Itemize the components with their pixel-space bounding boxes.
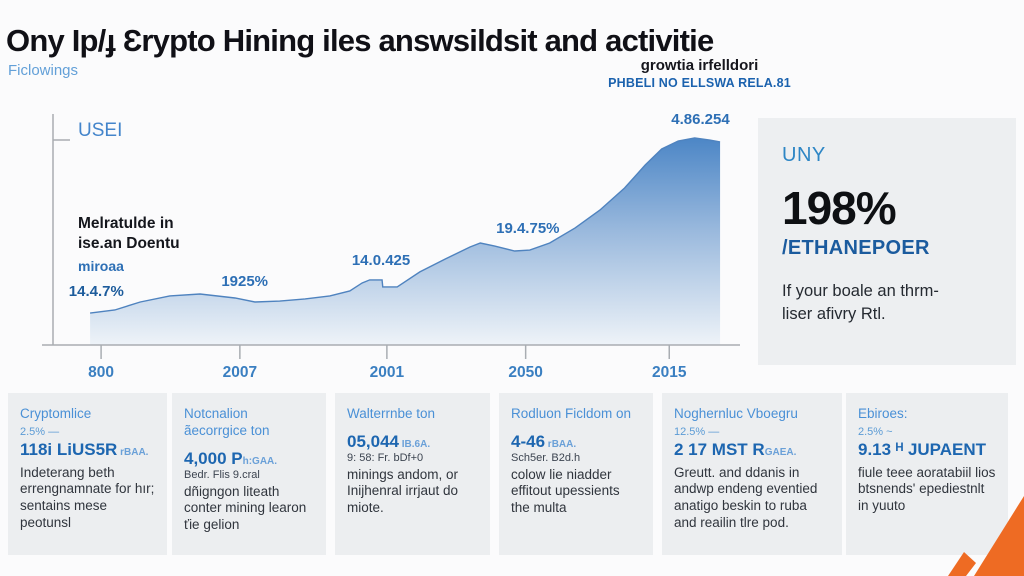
card-note <box>184 443 314 447</box>
data-point-label: 1925% <box>221 273 269 291</box>
card-header: Walterrnbe ton <box>347 406 436 421</box>
card-body: colow lie niadder effitout upessients th… <box>511 466 620 516</box>
info-card-4: Rodluon Ficldom on 4-46 rBAA. Sch5er. B2… <box>499 393 653 555</box>
card-header: Ebiroes: <box>858 406 908 421</box>
stat-panel-caption: /ETHANEPOER <box>782 237 930 259</box>
area-chart-canvas <box>42 114 740 359</box>
stat-panel-body: If your boale an thrm- liser afivry Rtl. <box>782 282 939 324</box>
card-body: minings andom, or Inijhenral irrjaut do … <box>347 466 459 516</box>
info-card-6: Ebiroes: 2.5% ~ 9.13 ᴴ JUPAENT fiule tee… <box>846 393 1008 555</box>
x-tick-label: 2007 <box>222 364 258 381</box>
info-card-3: Walterrnbe ton 05,044 IB.6A. 9: 58: Fr. … <box>335 393 490 555</box>
card-note: 12.5% — <box>674 425 720 438</box>
card-body: fiule teee aoratabiil lios btsnends' epe… <box>858 464 996 514</box>
x-tick-label: 2015 <box>651 364 687 381</box>
y-axis-label: USEI <box>78 120 123 141</box>
stat-panel-value: 198% <box>782 182 897 234</box>
chart-annotation: Melratulde in ise.an Doentu miroaa <box>78 214 180 275</box>
card-header: Rodluon Ficldom on <box>511 406 632 421</box>
x-tick-label: 2001 <box>369 364 405 381</box>
data-point-label: 14.0.425 <box>351 252 411 270</box>
card-stat: 4,000 Ph:GAA. <box>184 448 278 468</box>
info-card-2: Notcnalion ãecorrgice ton 4,000 Ph:GAA. … <box>172 393 326 555</box>
header-right-line1: growtia irfelldori <box>640 57 759 74</box>
chart-annotation-line3: miroaa <box>78 258 124 275</box>
card-note: 2.5% ~ <box>858 425 893 438</box>
card-stat: 05,044 IB.6A. <box>347 431 431 451</box>
info-card-1: Cryptomlice 2.5% — 118i LiUS5R rBAA. Ind… <box>8 393 167 555</box>
card-extra <box>858 460 996 462</box>
card-extra: Bedr. Flis 9.cral <box>184 468 260 481</box>
card-stat: 4-46 rBAA. <box>511 431 577 451</box>
card-header: Notcnalion ãecorrgice ton <box>184 406 270 438</box>
corner-arrow-icon <box>948 496 1024 576</box>
card-stat: 2 17 MST RGAEA. <box>674 439 797 459</box>
card-stat: 9.13 ᴴ JUPAENT <box>858 439 987 459</box>
header-right: growtia irfelldori PHBELI NO ELLSWA RELA… <box>597 57 802 90</box>
chart-annotation-line2: ise.an Doentu <box>78 235 180 253</box>
card-header: Cryptomlice <box>20 406 92 421</box>
card-body: dñigngon liteath conter mining learon ťi… <box>184 483 307 532</box>
data-point-label: 14.4.7% <box>68 282 124 300</box>
chart-annotation-line1: Melratulde in <box>78 215 174 232</box>
card-extra: 9: 58: Fr. bDf+0 <box>347 451 424 464</box>
stat-panel-label: UNY <box>782 144 826 166</box>
area-chart: USEI Melratulde in ise.an Doentu miroaa … <box>40 108 745 398</box>
card-body: Greutt. and ddanis in andwp endeng event… <box>674 464 818 530</box>
data-point-label: 19.4.75% <box>496 220 560 238</box>
card-note: 2.5% — <box>20 425 60 438</box>
page-tagline: Ficlowings <box>8 62 79 79</box>
card-note <box>511 426 641 430</box>
card-note <box>347 426 478 430</box>
card-header: Noghernluc Vboegru <box>674 406 798 421</box>
x-tick-label: 800 <box>88 364 115 381</box>
x-tick-label: 2050 <box>508 364 543 381</box>
card-extra <box>674 460 830 462</box>
stat-panel: UNY 198% /ETHANEPOER If your boale an th… <box>758 118 1016 365</box>
header-right-line2: PHBELI NO ELLSWA RELA.81 <box>608 76 791 90</box>
card-extra <box>20 460 155 462</box>
page-title: Ony Ip/ɟ Ɛrypto Hining iles answsildsit … <box>6 22 714 58</box>
card-stat: 118i LiUS5R rBAA. <box>20 439 149 459</box>
info-card-5: Noghernluc Vboegru 12.5% — 2 17 MST RGAE… <box>662 393 842 555</box>
card-body: Indeterang beth errengnamnate for hır; s… <box>20 464 155 530</box>
data-point-label: 4.86.254 <box>671 111 730 129</box>
card-extra: Sch5er. B2d.h <box>511 451 581 464</box>
